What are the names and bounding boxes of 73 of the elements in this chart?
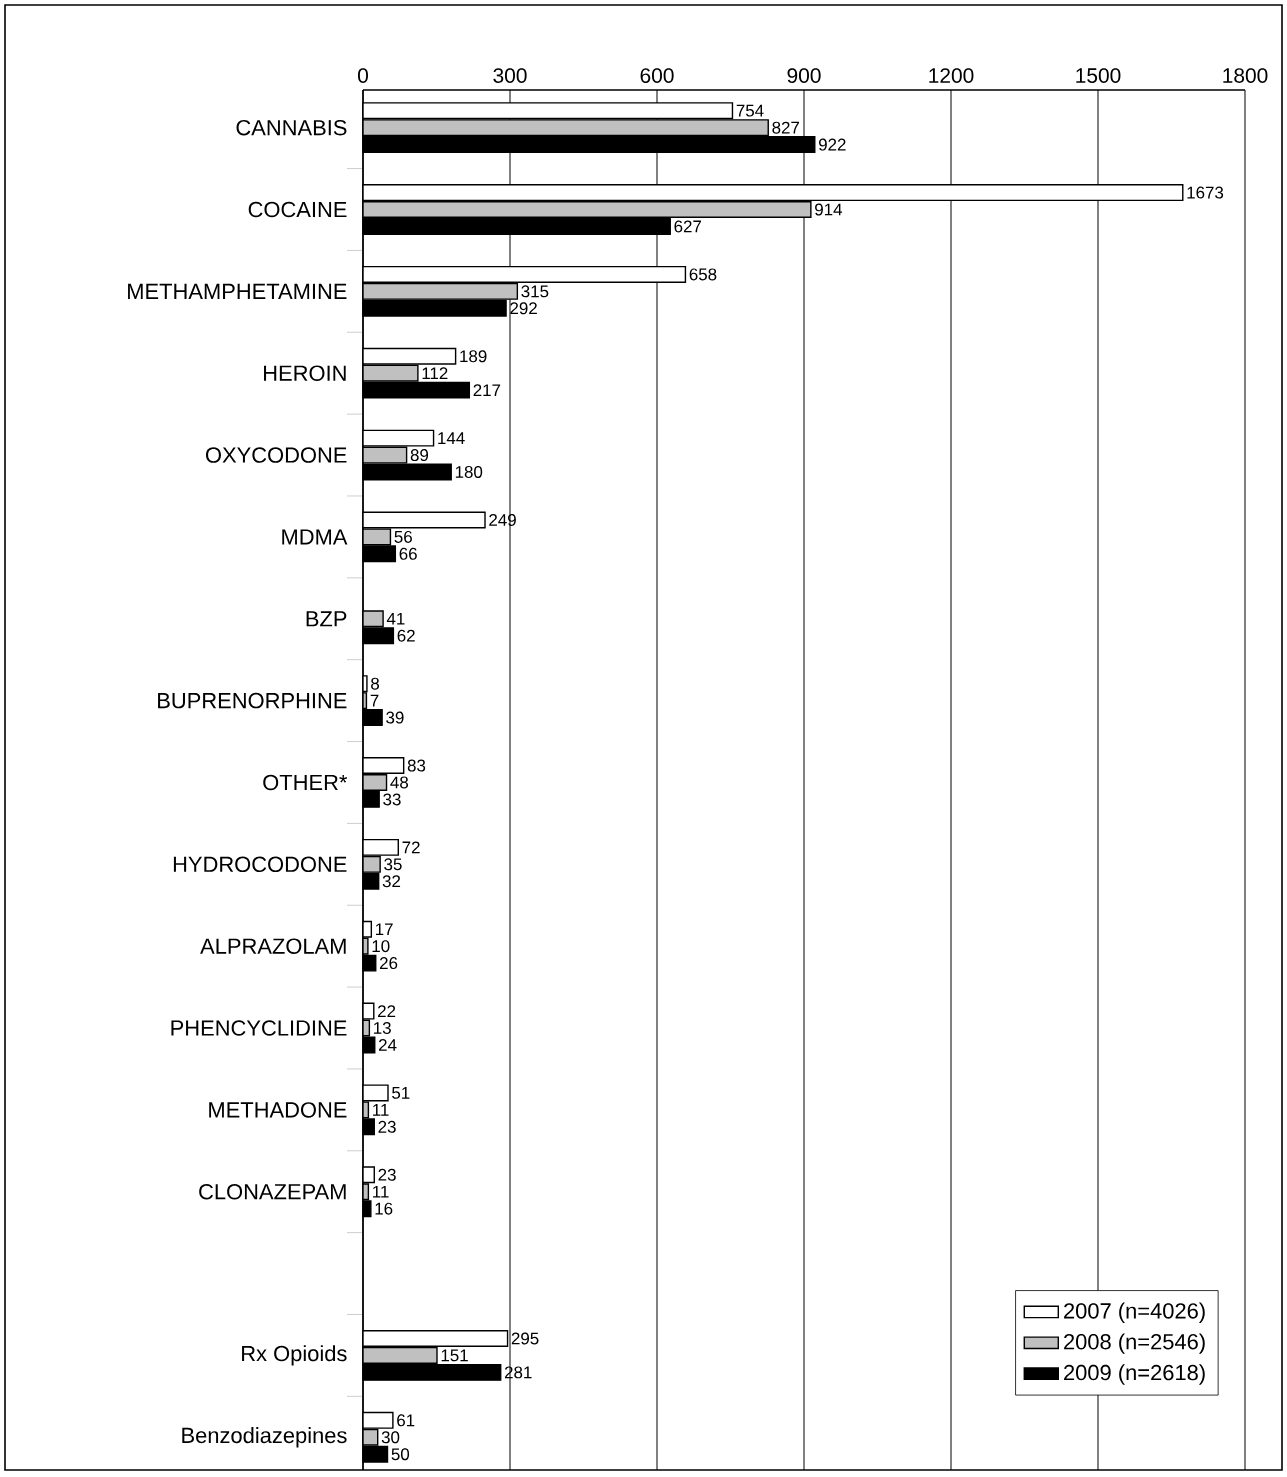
data-label: 61 xyxy=(397,1414,415,1427)
data-label: 144 xyxy=(438,432,465,444)
x-tick-label: 900 xyxy=(787,68,821,83)
data-label: 10 xyxy=(372,940,390,953)
y-tick-label: Rx Opioids xyxy=(242,1345,347,1366)
y-tick-label: BZP xyxy=(306,611,347,627)
y-tick-label: HYDROCODONE xyxy=(173,856,347,873)
data-label: 112 xyxy=(422,367,448,380)
data-label: 315 xyxy=(521,285,549,298)
y-tick-label: OTHER* xyxy=(263,774,348,791)
y-tick-label: METHADONE xyxy=(209,1102,347,1118)
data-label: 217 xyxy=(473,384,501,397)
y-tick-label: HEROIN xyxy=(264,365,346,381)
legend-label: 2007 (n=4026) xyxy=(1064,1302,1205,1323)
y-tick-label: BUPRENORPHINE xyxy=(158,692,347,709)
legend-label: 2008 (n=2546) xyxy=(1064,1333,1205,1354)
y-tick-label: COCAINE xyxy=(248,201,347,218)
data-label: 23 xyxy=(378,1168,396,1181)
data-label: 16 xyxy=(375,1202,393,1215)
data-label: 13 xyxy=(374,1022,391,1034)
data-label: 66 xyxy=(399,547,417,560)
data-label: 50 xyxy=(391,1448,410,1461)
data-label: 1673 xyxy=(1187,186,1224,199)
data-label: 56 xyxy=(394,530,412,543)
data-label: 17 xyxy=(376,923,393,936)
y-tick-label: ALPRAZOLAM xyxy=(200,938,346,954)
data-label: 11 xyxy=(373,1104,389,1116)
data-label: 914 xyxy=(815,203,843,216)
data-label: 922 xyxy=(818,138,846,151)
data-label: 627 xyxy=(674,220,702,233)
data-label: 827 xyxy=(772,121,800,134)
data-label: 24 xyxy=(379,1039,397,1051)
x-tick-label: 0 xyxy=(358,68,368,83)
data-label: 30 xyxy=(381,1431,400,1444)
data-label: 51 xyxy=(392,1087,410,1099)
data-label: 292 xyxy=(510,302,537,315)
data-label: 39 xyxy=(386,711,404,724)
data-label: 23 xyxy=(378,1120,396,1133)
data-label: 7 xyxy=(370,694,379,707)
data-label: 35 xyxy=(384,858,402,871)
data-label: 189 xyxy=(460,350,487,363)
data-label: 72 xyxy=(402,841,420,854)
data-label: 48 xyxy=(390,776,409,789)
data-label: 32 xyxy=(382,875,401,888)
x-tick-label: 600 xyxy=(640,68,674,83)
x-tick-label: 1200 xyxy=(929,68,974,83)
data-label: 22 xyxy=(378,1005,396,1017)
data-label: 62 xyxy=(397,629,415,642)
y-tick-label: Benzodiazepines xyxy=(182,1427,347,1448)
data-label: 8 xyxy=(371,677,380,690)
data-label: 151 xyxy=(441,1349,468,1362)
data-label: 658 xyxy=(689,268,717,281)
legend-label: 2009 (n=2618) xyxy=(1064,1364,1205,1385)
x-tick-label: 300 xyxy=(493,68,527,83)
x-tick-label: 1800 xyxy=(1223,68,1268,83)
data-label: 249 xyxy=(489,513,516,526)
data-label: 26 xyxy=(379,957,398,970)
data-label: 754 xyxy=(736,104,764,117)
y-tick-label: MDMA xyxy=(282,529,348,545)
y-tick-label: CLONAZEPAM xyxy=(199,1183,346,1200)
data-label: 83 xyxy=(407,759,426,772)
data-label: 180 xyxy=(455,466,483,478)
data-label: 281 xyxy=(504,1366,532,1379)
data-label: 33 xyxy=(383,793,401,806)
y-tick-label: OXYCODONE xyxy=(206,447,347,463)
y-tick-label: PHENCYCLIDINE xyxy=(171,1020,347,1036)
data-label: 11 xyxy=(373,1185,389,1198)
y-tick-label: METHAMPHETAMINE xyxy=(128,283,347,299)
y-tick-label: CANNABIS xyxy=(236,119,347,136)
data-label: 295 xyxy=(511,1332,539,1345)
x-tick-label: 1500 xyxy=(1076,68,1121,83)
data-label: 89 xyxy=(410,449,429,462)
data-label: 41 xyxy=(386,612,405,625)
